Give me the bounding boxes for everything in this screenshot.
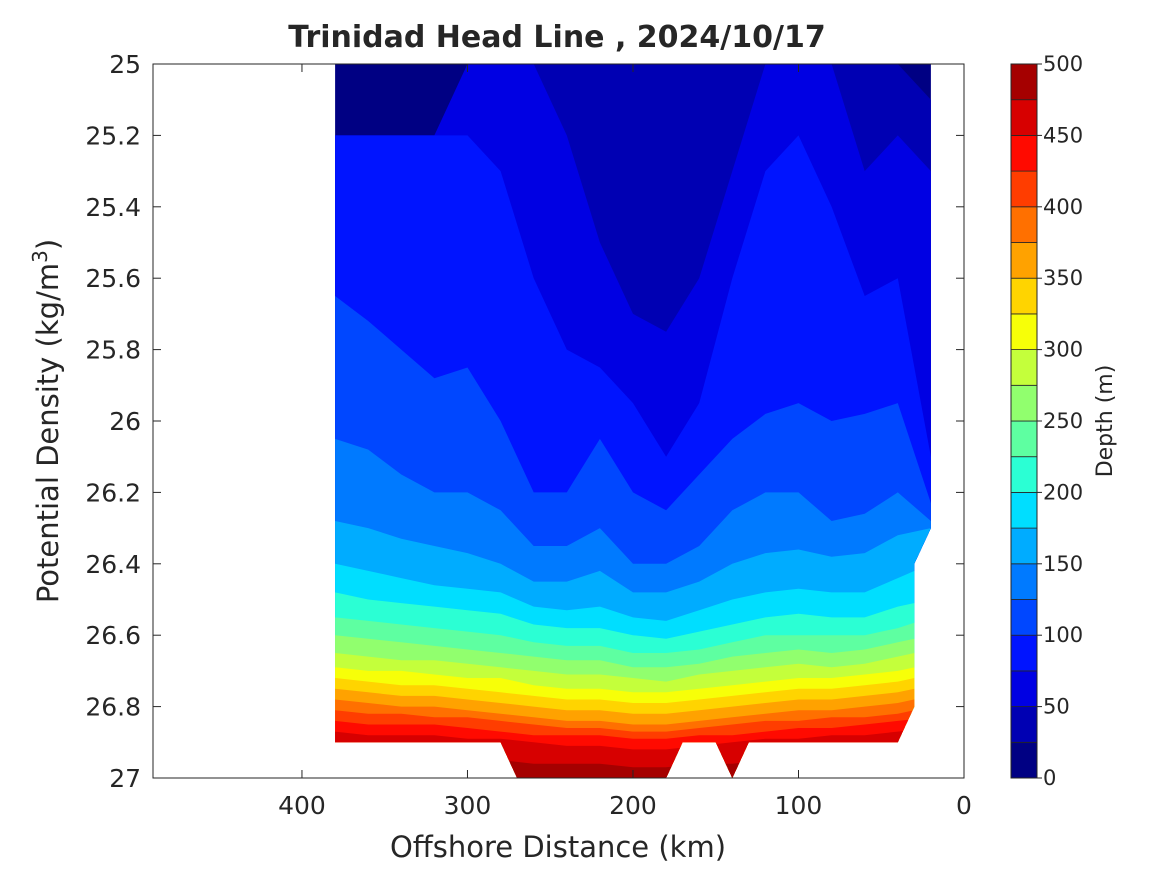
x-tick-label: 200 — [609, 791, 657, 820]
contour-fill — [335, 64, 931, 778]
colorbar-segment-2 — [1010, 670, 1038, 708]
colorbar-label: Depth (m) — [1093, 365, 1118, 478]
y-tick-label: 26.4 — [85, 550, 141, 579]
colorbar-ticks: 0 50 100 150 200 250 300 350 400 450 500 — [1037, 52, 1083, 790]
colorbar-tick-label: 200 — [1043, 480, 1083, 504]
colorbar-segment-8 — [1010, 456, 1038, 493]
colorbar-segment-11 — [1010, 349, 1038, 386]
colorbar-segment-13 — [1010, 277, 1038, 315]
colorbar-tick-label: 50 — [1043, 695, 1070, 719]
colorbar-tick-label: 100 — [1043, 623, 1083, 647]
y-tick-label: 26.2 — [85, 478, 141, 507]
y-tick-label: 27 — [109, 764, 141, 793]
colorbar-segment-7 — [1010, 491, 1038, 529]
colorbar-segment-12 — [1010, 313, 1038, 350]
y-tick-label: 26.6 — [85, 621, 141, 650]
colorbar-tick-label: 250 — [1043, 409, 1083, 433]
colorbar-segment-18 — [1010, 99, 1038, 136]
x-axis-label: Offshore Distance (km) — [390, 830, 726, 864]
y-axis-label-superscript: 3 — [28, 250, 52, 263]
colorbar-segment-6 — [1010, 527, 1038, 565]
x-axis-ticks: 400 300 200 100 0 — [278, 64, 972, 820]
chart-title: Trinidad Head Line , 2024/10/17 — [288, 20, 825, 55]
colorbar-tick-label: 350 — [1043, 266, 1083, 290]
y-axis-label-main: Potential Density (kg/m — [31, 263, 65, 603]
colorbar-segments — [1010, 63, 1038, 779]
colorbar-segment-3 — [1010, 634, 1038, 672]
x-tick-label: 300 — [444, 791, 492, 820]
colorbar-tick-label: 450 — [1043, 123, 1083, 147]
colorbar-tick-label: 0 — [1043, 766, 1056, 790]
y-tick-label: 26 — [109, 407, 141, 436]
colorbar-segment-15 — [1010, 206, 1038, 243]
x-tick-label: 400 — [278, 791, 326, 820]
colorbar-segment-4 — [1010, 599, 1038, 636]
colorbar-segment-17 — [1010, 134, 1038, 172]
colorbar-segment-14 — [1010, 242, 1038, 279]
colorbar-segment-19 — [1010, 63, 1038, 101]
y-tick-label: 26.8 — [85, 693, 141, 722]
y-axis-ticks: 25 25.2 25.4 25.6 25.8 26 26.2 26.4 26.6 26.8 27 — [85, 50, 964, 793]
y-tick-label: 25.2 — [85, 121, 141, 150]
colorbar-segment-5 — [1010, 563, 1038, 600]
colorbar-segment-0 — [1010, 741, 1038, 779]
y-tick-label: 25 — [109, 50, 141, 79]
y-tick-label: 25.6 — [85, 264, 141, 293]
plot-area: 400 300 200 100 0 25 25.2 25.4 25.6 25.8 26 26.2 26… — [85, 50, 972, 820]
colorbar-segment-10 — [1010, 384, 1038, 422]
colorbar-segment-1 — [1010, 706, 1038, 743]
x-tick-label: 100 — [775, 791, 823, 820]
colorbar-segment-9 — [1010, 420, 1038, 458]
x-tick-label: 0 — [956, 791, 972, 820]
colorbar-tick-label: 300 — [1043, 338, 1083, 362]
y-axis-label: Potential Density (kg/m3) — [28, 239, 65, 603]
colorbar-tick-label: 400 — [1043, 195, 1083, 219]
y-tick-label: 25.8 — [85, 336, 141, 365]
colorbar-tick-label: 150 — [1043, 552, 1083, 576]
colorbar-tick-label: 500 — [1043, 52, 1083, 76]
colorbar: 0 50 100 150 200 250 300 350 400 450 500 — [1010, 52, 1083, 790]
y-tick-label: 25.4 — [85, 193, 141, 222]
y-axis-label-tail: ) — [31, 239, 65, 250]
colorbar-segment-16 — [1010, 170, 1038, 208]
